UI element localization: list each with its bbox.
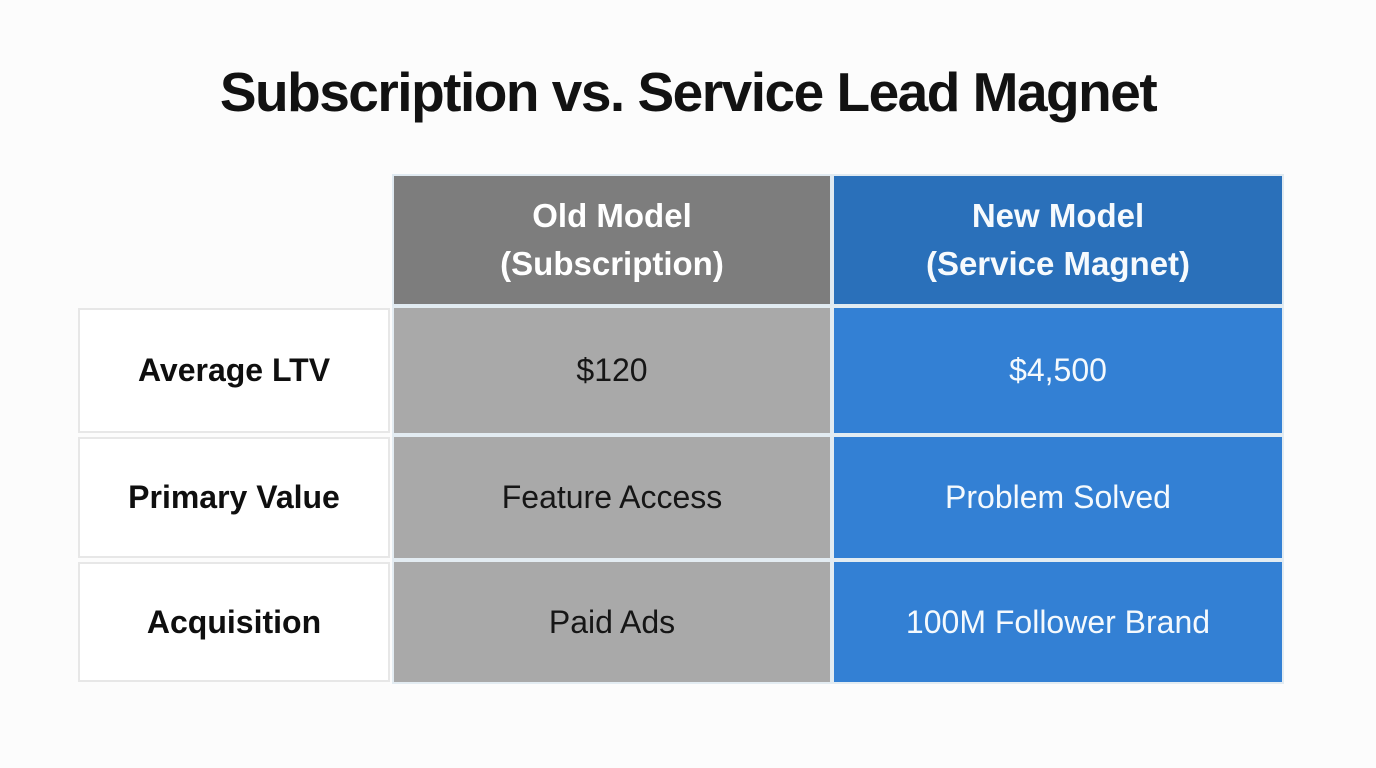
cell-new-model-primary-value: Problem Solved bbox=[834, 437, 1282, 558]
cell-old-model-acquisition: Paid Ads bbox=[394, 562, 830, 682]
row-label-primary-value: Primary Value bbox=[78, 437, 390, 558]
column-header-old-model-line2: (Subscription) bbox=[500, 245, 724, 282]
column-header-new-model: New Model (Service Magnet) bbox=[834, 176, 1282, 304]
cell-old-model-primary-value: Feature Access bbox=[394, 437, 830, 558]
row-label-acquisition: Acquisition bbox=[78, 562, 390, 682]
cell-old-model-average-ltv: $120 bbox=[394, 308, 830, 433]
column-header-old-model: Old Model (Subscription) bbox=[394, 176, 830, 304]
cell-new-model-average-ltv: $4,500 bbox=[834, 308, 1282, 433]
column-header-new-model-line2: (Service Magnet) bbox=[925, 245, 1191, 282]
row-label-average-ltv: Average LTV bbox=[78, 308, 390, 433]
page-title: Subscription vs. Service Lead Magnet bbox=[219, 61, 1158, 123]
comparison-table: Old Model (Subscription) New Model (Serv… bbox=[78, 176, 1282, 682]
column-header-old-model-line1: Old Model bbox=[532, 197, 692, 234]
cell-new-model-acquisition: 100M Follower Brand bbox=[834, 562, 1282, 682]
corner-empty-cell bbox=[78, 176, 390, 304]
column-header-new-model-line1: New Model bbox=[971, 197, 1145, 234]
